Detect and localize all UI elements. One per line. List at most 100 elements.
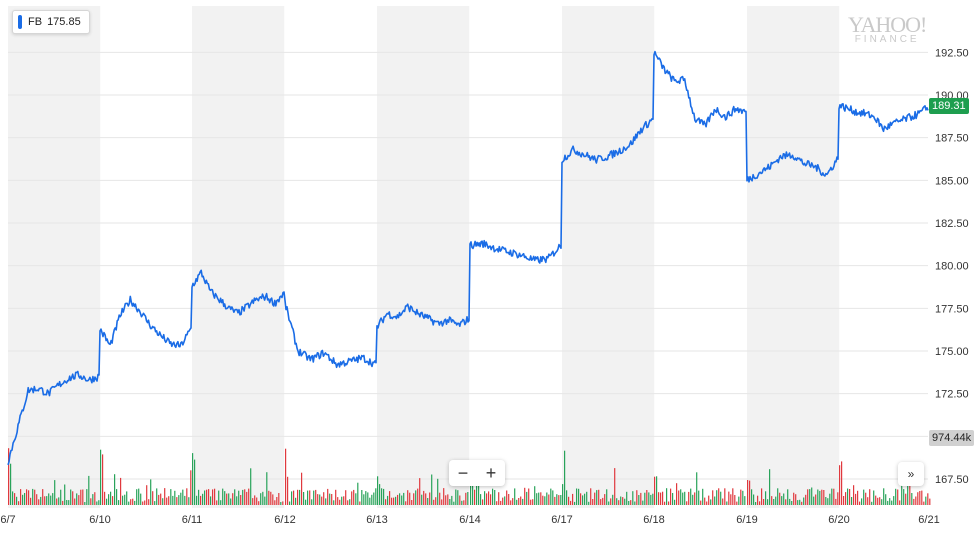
volume-bar: [106, 498, 108, 505]
volume-bar: [885, 494, 887, 505]
volume-bar: [672, 493, 674, 505]
volume-bar: [26, 489, 28, 505]
volume-bar: [534, 486, 536, 505]
volume-bar: [156, 488, 158, 505]
volume-bar: [799, 499, 801, 505]
volume-bar: [439, 492, 441, 505]
volume-bar: [540, 492, 542, 505]
volume-bar: [176, 497, 178, 505]
volume-bar: [749, 480, 751, 505]
volume-bar: [381, 488, 383, 505]
volume-bar: [463, 500, 465, 505]
volume-bar: [744, 496, 746, 505]
y-tick-label: 175.00: [935, 346, 969, 358]
volume-bar: [407, 490, 409, 505]
volume-bar: [923, 501, 925, 505]
x-tick-label: 6/17: [551, 514, 572, 526]
volume-bar: [849, 489, 851, 505]
volume-bar: [309, 490, 311, 505]
volume-bar: [180, 492, 182, 505]
volume-bar: [560, 495, 562, 505]
x-tick-label: 6/12: [274, 514, 295, 526]
volume-bar: [142, 501, 144, 505]
volume-bar: [726, 501, 728, 505]
volume-bar: [807, 489, 809, 505]
volume-bar: [520, 496, 522, 505]
volume-bar: [767, 499, 769, 505]
zoom-in-button[interactable]: +: [485, 463, 497, 483]
volume-bar: [538, 492, 540, 505]
volume-bar: [34, 489, 36, 505]
zoom-out-button[interactable]: −: [457, 463, 469, 483]
volume-bar: [375, 488, 377, 505]
volume-bar: [214, 488, 216, 505]
volume-bar: [248, 488, 250, 505]
volume-bar: [282, 501, 284, 505]
volume-bar: [646, 490, 648, 505]
volume-bar: [877, 497, 879, 505]
volume-bar: [12, 491, 14, 505]
volume-bar: [714, 496, 716, 505]
volume-bar: [216, 500, 218, 505]
volume-bar: [634, 501, 636, 505]
volume-bar: [732, 488, 734, 505]
volume-bar: [899, 500, 901, 505]
volume-bar: [843, 496, 845, 505]
volume-bar: [716, 490, 718, 505]
volume-bar: [252, 498, 254, 505]
volume-bar: [301, 472, 303, 505]
volume-bar: [474, 489, 476, 505]
expand-icon[interactable]: »: [898, 462, 924, 486]
volume-bar: [831, 488, 833, 505]
volume-bar: [220, 500, 222, 505]
volume-bar: [164, 488, 166, 505]
volume-bar: [393, 497, 395, 505]
y-tick-label: 172.50: [935, 389, 969, 401]
volume-bar: [242, 489, 244, 505]
volume-bar: [108, 494, 110, 505]
y-tick-label: 167.50: [935, 474, 969, 486]
legend[interactable]: FB 175.85: [12, 10, 90, 34]
x-tick-label: 6/20: [828, 514, 849, 526]
volume-bar: [429, 492, 431, 505]
volume-bar: [445, 495, 447, 505]
yahoo-finance-logo: YAHOO! FINANCE: [848, 12, 927, 45]
volume-bar: [813, 496, 815, 505]
volume-bar: [56, 498, 58, 505]
volume-bar: [909, 479, 911, 505]
day-band: [8, 6, 101, 508]
volume-bar: [845, 492, 847, 505]
volume-bar: [570, 500, 572, 505]
volume-bar: [174, 490, 176, 505]
volume-bar: [614, 468, 616, 505]
volume-bar: [881, 499, 883, 505]
volume-bar: [652, 493, 654, 505]
volume-bar: [287, 476, 289, 505]
volume-bar: [335, 489, 337, 505]
volume-bar: [893, 496, 895, 505]
volume-bar: [624, 498, 626, 505]
volume-bar: [98, 500, 100, 505]
volume-bar: [871, 501, 873, 505]
volume-bar: [459, 495, 461, 505]
volume-bar: [325, 498, 327, 505]
volume-bar: [751, 489, 753, 505]
volume-bar: [684, 491, 686, 505]
price-line: [7, 50, 929, 466]
volume-bar: [72, 491, 74, 505]
volume-bar: [506, 490, 508, 505]
volume-bar: [44, 496, 46, 505]
volume-bar: [353, 489, 355, 505]
volume-bar: [504, 496, 506, 505]
legend-color-swatch: [18, 15, 22, 29]
volume-bar: [16, 496, 18, 505]
volume-bar: [152, 491, 154, 505]
volume-bar: [702, 488, 704, 505]
volume-bar: [670, 488, 672, 505]
volume-bar: [202, 493, 204, 505]
volume-bar: [349, 499, 351, 505]
volume-bar: [632, 491, 634, 505]
volume-bar: [556, 494, 558, 505]
